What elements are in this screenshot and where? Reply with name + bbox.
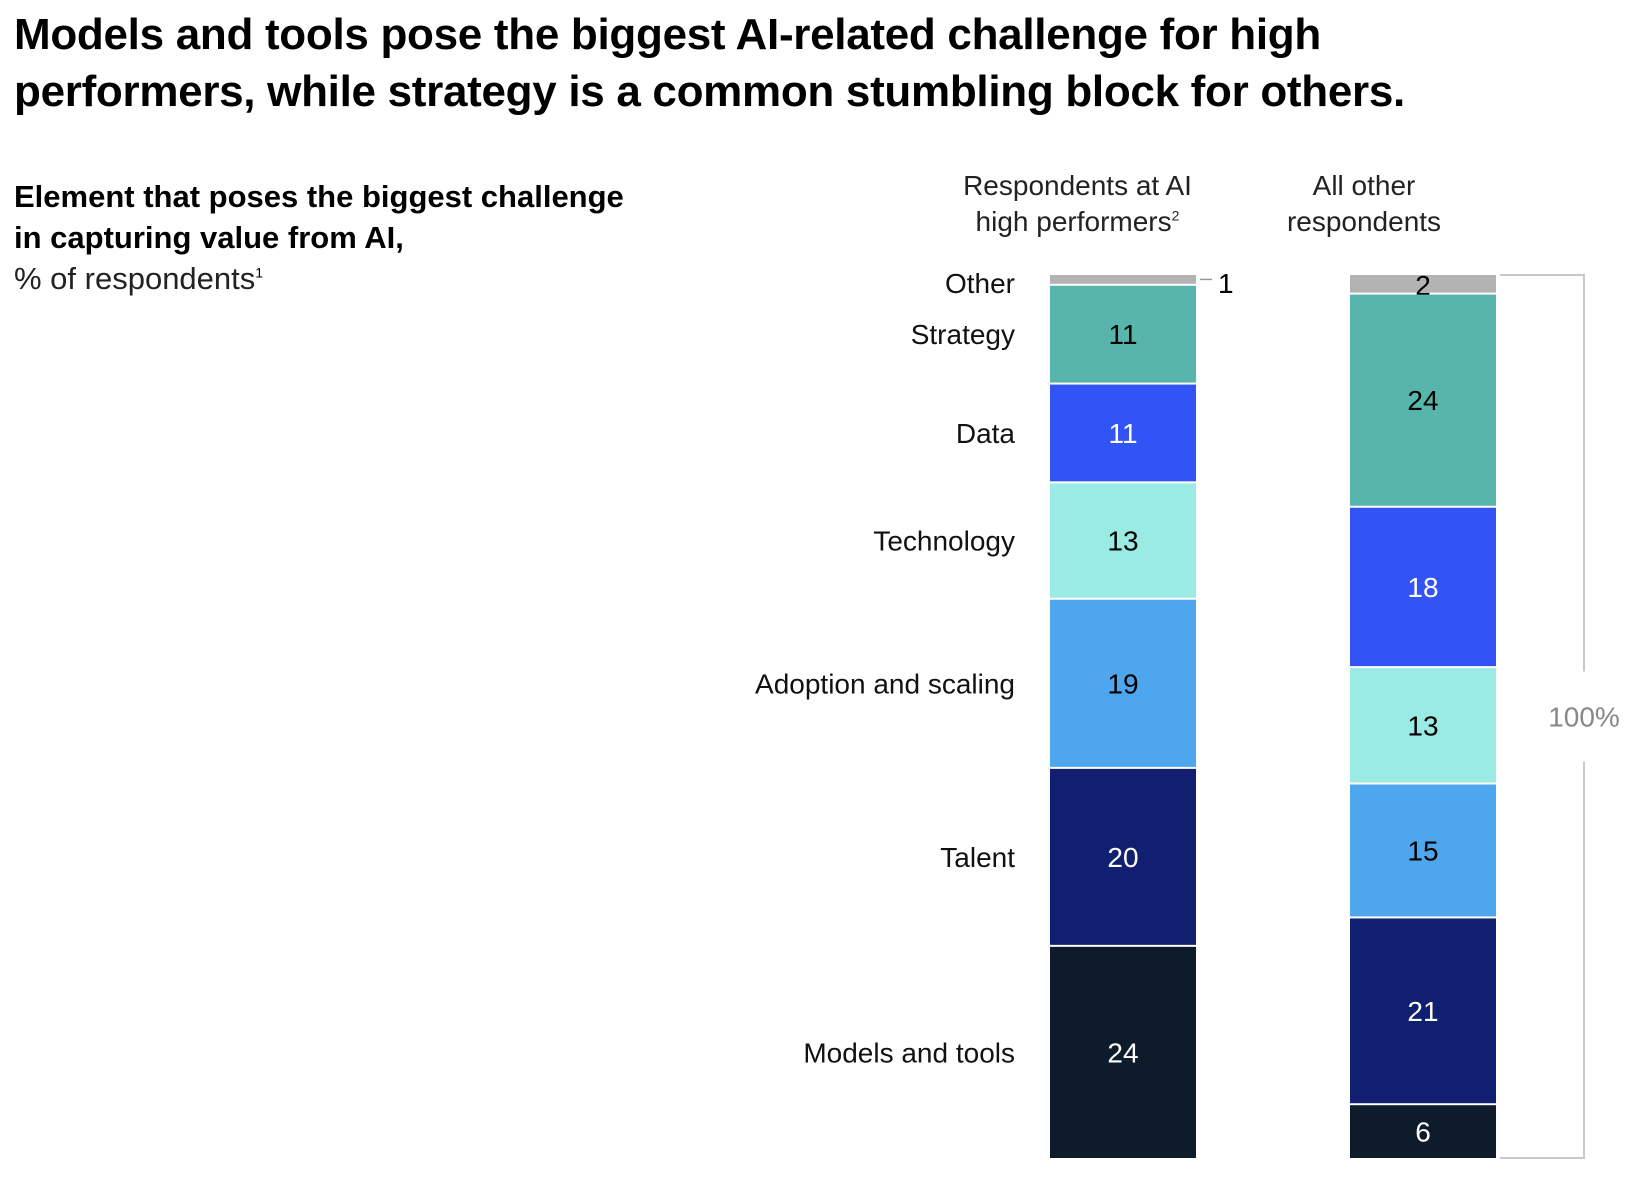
value-label-others-talent: 21 [1407, 996, 1438, 1027]
value-label-high-performers-technology: 13 [1107, 526, 1138, 557]
bar-segment-others-data [1350, 507, 1496, 667]
subtitle-unit: % of respondents [14, 261, 256, 296]
category-label-models-and-tools: Models and tools [803, 1037, 1015, 1068]
bar-segment-others-talent [1350, 918, 1496, 1104]
total-bracket-bottom [1500, 761, 1585, 1159]
chart-title: Models and tools pose the biggest AI-rel… [14, 10, 1405, 116]
value-label-others-technology: 13 [1407, 710, 1438, 741]
bar-segment-high-performers-data [1050, 384, 1196, 482]
bar-segment-high-performers-talent [1050, 768, 1196, 945]
value-label-high-performers-data: 11 [1108, 418, 1137, 449]
value-label-others-strategy: 24 [1407, 385, 1438, 416]
bar-segment-others-adoption-and-scaling [1350, 784, 1496, 917]
category-label-other: Other [945, 268, 1015, 299]
value-label-high-performers-models-and-tools: 24 [1107, 1037, 1138, 1068]
total-label: 100% [1548, 702, 1620, 733]
value-label-others-adoption-and-scaling: 15 [1407, 835, 1438, 866]
bar-segment-high-performers-strategy [1050, 285, 1196, 383]
bar-segment-high-performers-models-and-tools [1050, 946, 1196, 1158]
column-header-high-performers: Respondents at AI high performers2 [940, 168, 1215, 240]
value-label-high-performers-strategy: 11 [1108, 319, 1137, 350]
value-label-others-other: 2 [1415, 270, 1431, 301]
bar-segment-high-performers-adoption-and-scaling [1050, 599, 1196, 767]
bar-segment-high-performers-technology [1050, 483, 1196, 598]
bar-segment-others-strategy [1350, 294, 1496, 506]
total-bracket-top [1500, 274, 1585, 672]
subtitle-footnote-marker: 1 [255, 264, 264, 281]
value-label-others-models-and-tools: 6 [1415, 1117, 1431, 1148]
category-label-adoption-and-scaling: Adoption and scaling [755, 668, 1015, 699]
chart-subtitle: Element that poses the biggest challenge… [14, 176, 654, 299]
bar-segment-others-technology [1350, 668, 1496, 783]
subtitle-measure: Element that poses the biggest challenge… [14, 179, 624, 255]
category-label-technology: Technology [873, 526, 1015, 557]
bar-segment-high-performers-other [1050, 275, 1196, 284]
value-label-high-performers-other: 1 [1218, 268, 1234, 299]
category-label-talent: Talent [940, 842, 1015, 873]
value-label-high-performers-talent: 20 [1107, 842, 1138, 873]
value-label-others-data: 18 [1407, 572, 1438, 603]
bar-segment-others-models-and-tools [1350, 1105, 1496, 1158]
bar-segment-others-other [1350, 275, 1496, 293]
category-label-strategy: Strategy [911, 319, 1015, 350]
column-header-high-performers-label: Respondents at AI high performers [963, 170, 1192, 237]
category-label-data: Data [956, 418, 1016, 449]
column-header-others: All other respondents [1286, 170, 1442, 237]
value-label-high-performers-adoption-and-scaling: 19 [1107, 668, 1138, 699]
column-header-footnote-marker: 2 [1171, 207, 1180, 224]
